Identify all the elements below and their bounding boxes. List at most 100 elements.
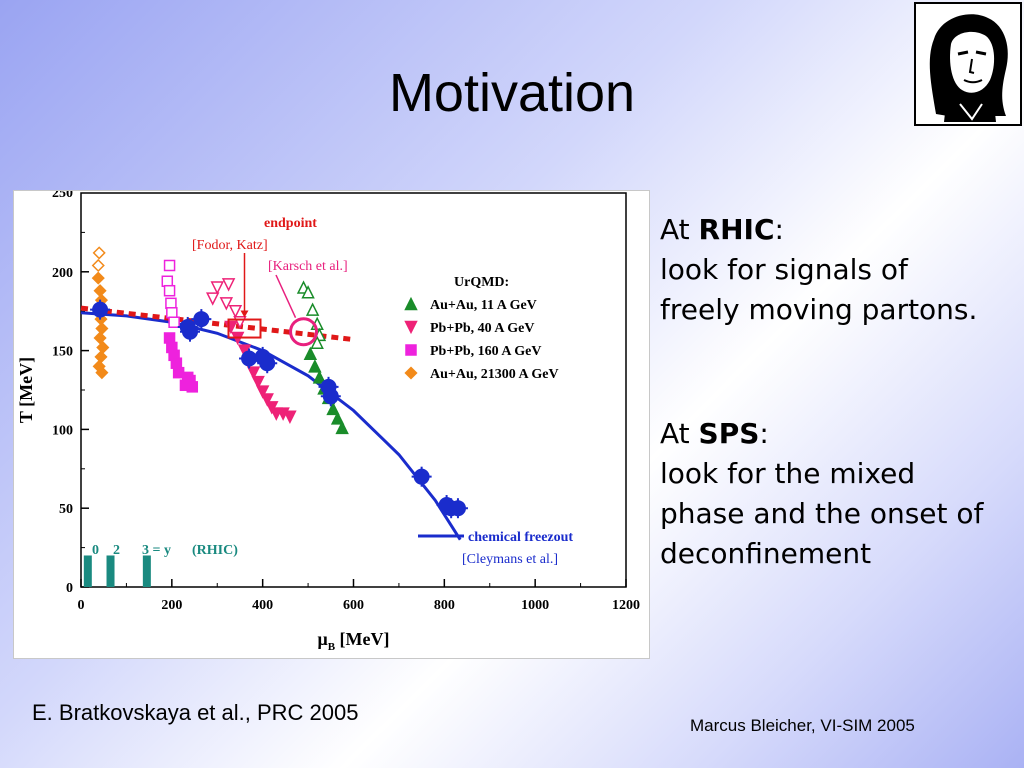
- karsch-arrow: [275, 274, 297, 319]
- point-open-au-au-21300-a-gev: [91, 258, 105, 273]
- sps-line1: look for the mixed: [660, 457, 916, 490]
- legend-label: Au+Au, 21300 A GeV: [430, 367, 559, 382]
- point-pb-pb-40-a-gev: [251, 375, 265, 390]
- point-au-au-21300-a-gev: [94, 350, 108, 364]
- y-tick-label: 150: [52, 345, 73, 360]
- point-open-pb-pb-160-a-gev: [165, 297, 177, 310]
- point-open-au-au-11-a-gev: [310, 335, 324, 349]
- sps-colon: :: [759, 417, 769, 450]
- data-point: [193, 311, 210, 328]
- x-tick-label: 200: [161, 598, 182, 613]
- legend-marker: [404, 366, 418, 380]
- x-tick-label: 1200: [612, 598, 640, 613]
- fodor-arrowhead: [240, 310, 249, 318]
- freezeout-label: chemical freezout: [468, 530, 573, 545]
- point-au-au-11-a-gev: [335, 420, 349, 435]
- point-open-pb-pb-40-a-gev: [219, 297, 234, 311]
- y-tick-label: 0: [66, 581, 73, 596]
- data-point: [449, 500, 466, 517]
- portrait-icon: [929, 14, 1008, 122]
- data-point: [322, 388, 339, 405]
- point-au-au-11-a-gev: [312, 370, 327, 384]
- sps-block: At SPS: look for the mixed phase and the…: [660, 414, 983, 574]
- point-au-au-21300-a-gev: [96, 340, 110, 355]
- endpoint-label: endpoint: [264, 216, 317, 231]
- point-open-pb-pb-40-a-gev: [205, 292, 220, 306]
- y-tick-label: 200: [52, 266, 73, 281]
- x-tick-label: 800: [434, 598, 455, 613]
- karsch-endpoint-circle: [289, 317, 319, 347]
- data-point: [259, 355, 276, 372]
- rhic-prefix: At: [660, 213, 699, 246]
- rhic-line1: look for signals of: [660, 253, 908, 286]
- point-pb-pb-160-a-gev: [170, 357, 183, 369]
- rapidity-bar: [142, 555, 151, 587]
- phase-diagram-chart: 0 200 400 600 800 1000 1200 0 50 100 150 200 250 μB […: [13, 186, 650, 659]
- point-au-au-11-a-gev: [330, 411, 345, 425]
- data-point: [413, 468, 430, 485]
- point-au-au-11-a-gev: [326, 401, 340, 416]
- rapidity-label: 3 = y: [142, 543, 171, 558]
- sps-line3: deconfinement: [660, 537, 872, 570]
- rhic-bold: RHIC: [698, 213, 775, 246]
- point-au-au-21300-a-gev: [95, 366, 109, 380]
- lattice-line: [80, 305, 354, 343]
- x-tick-label: 600: [343, 598, 364, 613]
- legend-marker: [405, 344, 417, 356]
- y-tick-label-partial: 250: [52, 191, 73, 201]
- point-pb-pb-40-a-gev: [246, 366, 261, 380]
- rapidity-bar: [83, 555, 92, 587]
- point-pb-pb-40-a-gev: [255, 385, 270, 399]
- slide-title: Motivation: [388, 63, 636, 123]
- point-au-au-21300-a-gev: [93, 331, 107, 345]
- point-open-pb-pb-160-a-gev: [168, 316, 180, 328]
- x-tick-label: 1000: [521, 598, 549, 613]
- x-tick-label: 0: [78, 598, 85, 613]
- point-open-pb-pb-40-a-gev: [221, 278, 236, 292]
- sps-bold: SPS: [698, 417, 760, 450]
- rapidity-label: 0: [92, 543, 99, 558]
- rhic-line2: freely moving partons.: [660, 293, 978, 326]
- sps-prefix: At: [660, 417, 699, 450]
- data-point: [241, 350, 258, 367]
- point-open-pb-pb-40-a-gev: [228, 304, 243, 319]
- point-open-pb-pb-40-a-gev: [210, 281, 224, 295]
- point-au-au-21300-a-gev: [91, 271, 105, 285]
- freezeout-curve: [80, 311, 462, 541]
- x-axis-label: μB [MeV]: [317, 629, 389, 653]
- point-open-pb-pb-160-a-gev: [166, 307, 178, 319]
- point-pb-pb-40-a-gev: [283, 410, 297, 424]
- sps-line2: phase and the onset of: [660, 497, 984, 530]
- point-open-au-au-11-a-gev: [305, 302, 320, 316]
- point-au-au-21300-a-gev: [93, 284, 107, 298]
- legend-marker: [404, 296, 418, 311]
- point-au-au-21300-a-gev: [95, 321, 109, 336]
- data-point: [92, 301, 109, 318]
- plot-frame: [80, 192, 627, 588]
- cleymans-label: [Cleymans et al.]: [462, 552, 558, 567]
- legend-label: Au+Au, 11 A GeV: [430, 298, 537, 313]
- reference-citation: E. Bratkovskaya et al., PRC 2005: [32, 700, 359, 725]
- rapidity-label: (RHIC): [192, 543, 238, 558]
- legend-label: Pb+Pb, 40 A GeV: [430, 321, 534, 336]
- y-axis-label: T [MeV]: [16, 357, 36, 423]
- karsch-label: [Karsch et al.]: [268, 259, 348, 274]
- legend-title: UrQMD:: [454, 275, 509, 290]
- goethe-portrait-logo: [914, 2, 1022, 126]
- rhic-block: At RHIC: look for signals of freely movi…: [660, 210, 977, 330]
- legend-label: Pb+Pb, 160 A GeV: [430, 344, 541, 359]
- legend-marker: [404, 320, 418, 335]
- y-tick-label: 50: [59, 502, 73, 517]
- x-tick-label: 400: [252, 598, 273, 613]
- footer-author: Marcus Bleicher, VI-SIM 2005: [690, 716, 915, 735]
- point-pb-pb-40-a-gev: [260, 393, 274, 407]
- rhic-colon: :: [774, 213, 784, 246]
- point-open-au-au-21300-a-gev: [92, 246, 106, 260]
- point-open-au-au-11-a-gev: [301, 285, 315, 299]
- point-pb-pb-40-a-gev: [237, 344, 252, 358]
- point-open-pb-pb-160-a-gev: [163, 259, 176, 272]
- fodor-label: [Fodor, Katz]: [192, 238, 268, 253]
- point-au-au-11-a-gev: [308, 359, 322, 373]
- phase-diagram-svg: 0 200 400 600 800 1000 1200 0 50 100 150 200 250 μB […: [16, 186, 640, 653]
- point-pb-pb-160-a-gev: [186, 381, 199, 393]
